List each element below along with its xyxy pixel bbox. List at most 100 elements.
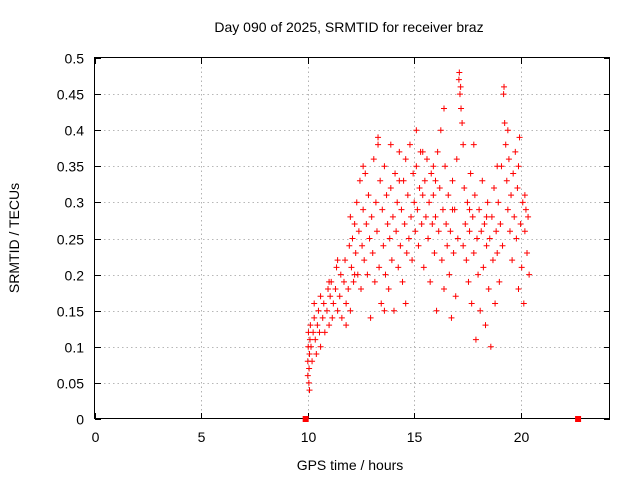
data-point: [388, 257, 395, 264]
data-point: [387, 184, 394, 191]
data-point: [478, 228, 485, 235]
data-point: [431, 249, 438, 256]
data-point: [356, 177, 363, 184]
data-point: [405, 235, 412, 242]
data-point: [385, 286, 392, 293]
data-point: [419, 192, 426, 199]
data-point: [435, 228, 442, 235]
data-point: [522, 206, 529, 213]
data-point: [402, 156, 409, 163]
data-point: [323, 307, 330, 314]
data-point: [355, 228, 362, 235]
data-point: [402, 300, 409, 307]
data-point: [409, 257, 416, 264]
x-tick-label: 10: [301, 429, 317, 445]
data-point: [449, 177, 456, 184]
data-point: [345, 286, 352, 293]
x-axis-title: GPS time / hours: [297, 457, 404, 473]
data-point: [526, 271, 533, 278]
data-point: [380, 242, 387, 249]
data-point: [308, 343, 315, 350]
tick-labels: 0 0.05 0.1 0.15 0.2 0.25 0.3 0.35 0.4 0.45 0.5 0 5 10…: [57, 51, 530, 446]
data-point: [378, 300, 385, 307]
data-point: [445, 192, 452, 199]
data-point: [436, 184, 443, 191]
data-point: [518, 264, 525, 271]
y-tick-label: 0.25: [57, 232, 84, 248]
data-point: [457, 83, 464, 90]
data-point: [401, 221, 408, 228]
data-point: [364, 271, 371, 278]
data-point: [459, 119, 466, 126]
data-point: [448, 314, 455, 321]
data-point: [460, 242, 467, 249]
data-point: [394, 199, 401, 206]
data-point: [421, 177, 428, 184]
data-point: [494, 249, 501, 256]
data-point: [404, 192, 411, 199]
data-point: [403, 249, 410, 256]
data-point: [481, 221, 488, 228]
data-point: [520, 300, 527, 307]
data-point: [441, 286, 448, 293]
data-point: [495, 199, 502, 206]
data-point: [383, 192, 390, 199]
data-point: [517, 221, 524, 228]
data-point: [505, 156, 512, 163]
data-point: [307, 322, 314, 329]
data-point: [512, 148, 519, 155]
data-point: [369, 249, 376, 256]
data-point: [359, 242, 366, 249]
y-tick-label: 0.5: [65, 51, 85, 67]
data-point: [325, 286, 332, 293]
data-point: [327, 293, 334, 300]
data-point: [470, 141, 477, 148]
data-point: [376, 264, 383, 271]
data-point: [406, 141, 413, 148]
outline-marker: [575, 416, 582, 422]
data-point: [366, 235, 373, 242]
data-point: [336, 293, 343, 300]
data-point: [315, 307, 322, 314]
data-point: [500, 91, 507, 98]
data-point: [395, 264, 402, 271]
data-point: [515, 286, 522, 293]
data-point: [442, 163, 449, 170]
data-point: [382, 271, 389, 278]
data-point: [458, 105, 465, 112]
y-tick-label: 0.1: [65, 340, 85, 356]
data-point: [427, 278, 434, 285]
data-point: [423, 156, 430, 163]
data-point: [452, 293, 459, 300]
data-point: [430, 192, 437, 199]
x-tick-label: 20: [514, 429, 530, 445]
data-point: [408, 213, 415, 220]
x-tick-label: 0: [92, 429, 100, 445]
y-axis-title: SRMTID / TECUs: [6, 183, 22, 293]
data-point: [487, 343, 494, 350]
data-point: [503, 177, 510, 184]
data-point: [349, 235, 356, 242]
data-point: [493, 228, 500, 235]
data-point: [326, 322, 333, 329]
data-point: [482, 322, 489, 329]
data-point: [326, 278, 333, 285]
data-point: [352, 249, 359, 256]
data-point: [501, 83, 508, 90]
data-point: [346, 242, 353, 249]
data-point: [491, 184, 498, 191]
data-point: [484, 199, 491, 206]
y-tick-label: 0: [76, 412, 84, 428]
data-point: [332, 286, 339, 293]
data-point: [416, 184, 423, 191]
data-point: [504, 206, 511, 213]
data-point: [425, 235, 432, 242]
data-point: [306, 387, 313, 394]
data-point: [334, 257, 341, 264]
data-point: [466, 228, 473, 235]
data-point: [519, 199, 526, 206]
data-point: [420, 264, 427, 271]
data-point: [381, 307, 388, 314]
data-point: [521, 228, 528, 235]
data-point: [434, 148, 441, 155]
